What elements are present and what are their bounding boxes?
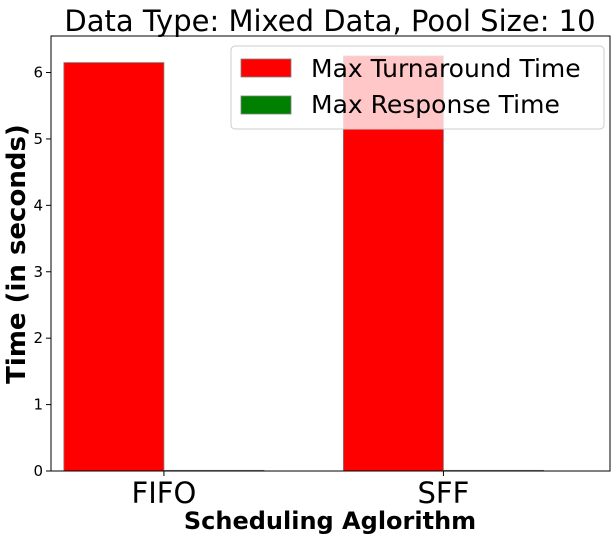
y-tick-label: 3 — [33, 263, 43, 281]
x-axis-ticks: FIFO SFF — [132, 471, 470, 510]
plot-frame — [50, 35, 611, 472]
x-tick-label-fifo: FIFO — [132, 476, 197, 510]
chart-title: Data Type: Mixed Data, Pool Size: 10 — [64, 4, 595, 38]
y-axis-label: Time (in seconds) — [2, 124, 32, 384]
bar-fifo-series-0 — [63, 62, 165, 472]
y-tick-label: 1 — [33, 396, 43, 414]
legend-label-turnaround: Max Turnaround Time — [311, 54, 581, 83]
legend: Max Turnaround Time Max Response Time — [230, 45, 605, 130]
legend-swatch-response — [240, 95, 292, 115]
y-tick-label: 0 — [33, 462, 43, 480]
x-axis-label: Scheduling Aglorithm — [184, 507, 476, 535]
y-tick-label: 5 — [33, 130, 43, 148]
y-axis-ticks: 0 1 2 3 4 5 6 — [33, 64, 51, 480]
y-tick-label: 2 — [33, 329, 43, 347]
legend-label-response: Max Response Time — [311, 90, 560, 119]
x-tick-label-sff: SFF — [418, 476, 470, 510]
y-tick-label: 4 — [33, 196, 43, 214]
legend-box — [230, 45, 605, 130]
y-tick-label: 6 — [33, 64, 43, 82]
legend-swatch-turnaround — [240, 58, 292, 78]
